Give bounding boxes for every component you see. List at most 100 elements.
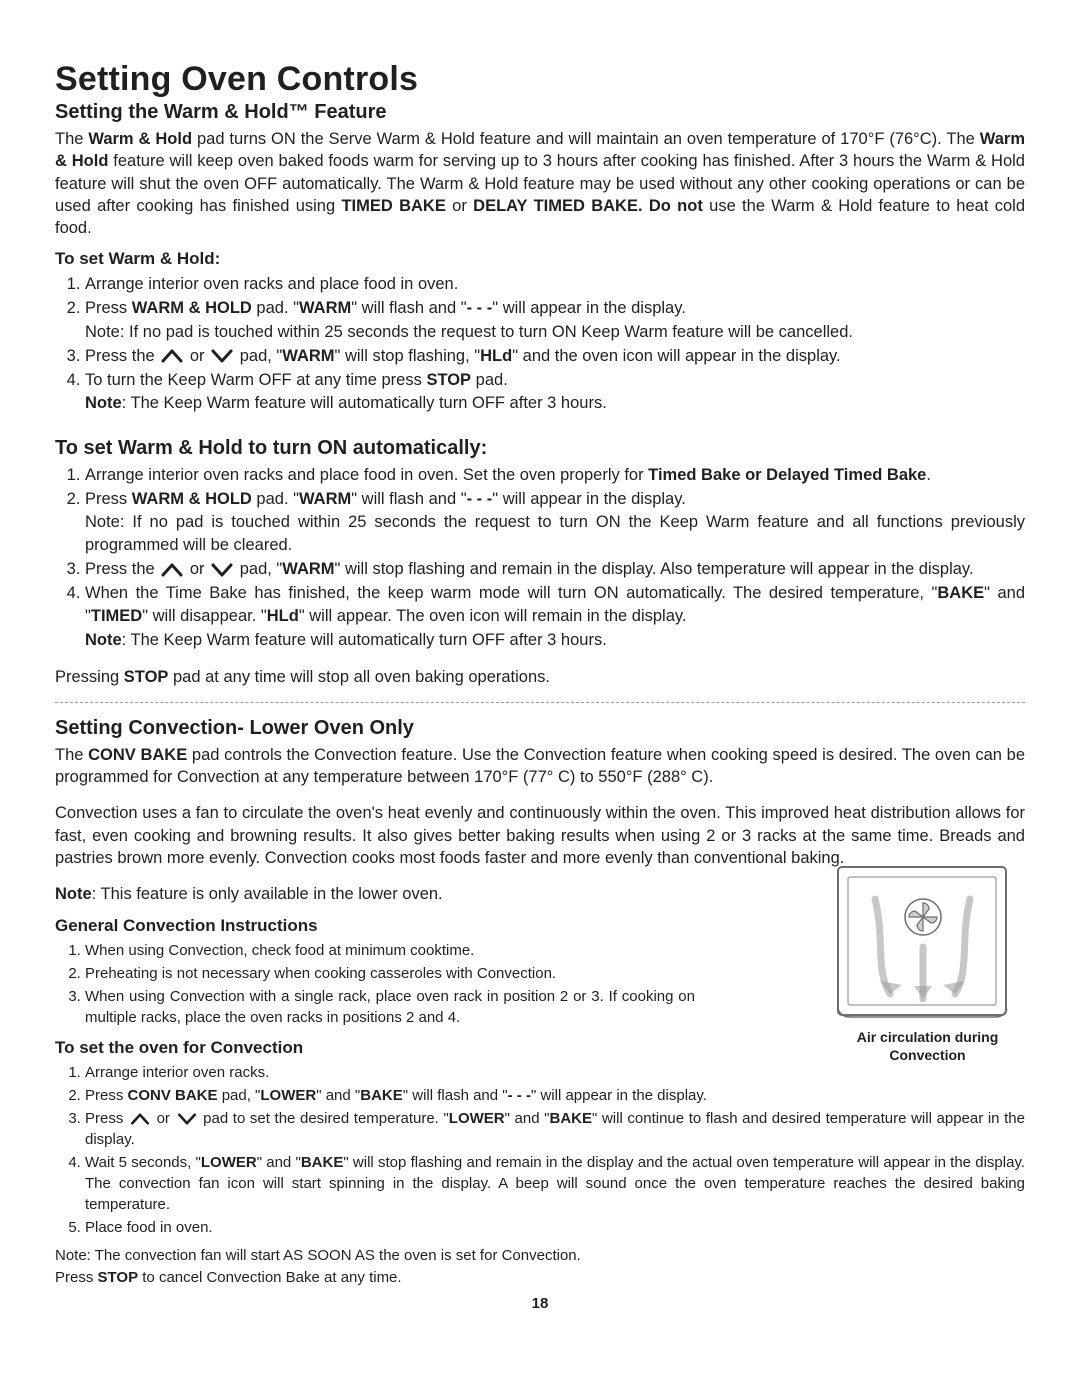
- text: Wait 5 seconds, ": [85, 1154, 201, 1171]
- list-item: Press or pad to set the desired temperat…: [85, 1108, 1025, 1150]
- text-bold: - - -: [467, 299, 493, 317]
- text-bold: HLd: [480, 347, 512, 365]
- text: Press: [85, 299, 132, 317]
- note-label: Note: [85, 394, 122, 412]
- text-bold: STOP: [124, 668, 169, 686]
- text: pad controls the Convection feature. Use…: [55, 746, 1025, 786]
- note-text: : The Keep Warm feature will automatical…: [122, 631, 607, 649]
- text-bold: CONV BAKE: [128, 1087, 218, 1104]
- list-item: When the Time Bake has finished, the kee…: [85, 582, 1025, 651]
- figure-caption: Air circulation during Convection: [857, 1029, 999, 1063]
- down-arrow-icon: [211, 349, 233, 363]
- text: To turn the Keep Warm OFF at any time pr…: [85, 371, 426, 389]
- text: " will flash and ": [403, 1087, 508, 1104]
- text: or: [185, 347, 209, 365]
- text: or: [446, 197, 473, 215]
- section-divider: [55, 702, 1025, 703]
- text-bold: LOWER: [201, 1154, 257, 1171]
- text-bold: BAKE: [301, 1154, 344, 1171]
- text-bold: WARM: [299, 299, 351, 317]
- text: : This feature is only available in the …: [92, 885, 443, 903]
- text: pad.: [471, 371, 508, 389]
- text: " will appear in the display.: [492, 299, 686, 317]
- text-bold: DELAY TIMED BAKE. Do not: [473, 197, 703, 215]
- up-arrow-icon: [130, 1113, 150, 1125]
- text-bold: TIMED BAKE: [341, 197, 445, 215]
- to-set-warm-hold-heading: To set Warm & Hold:: [55, 249, 1025, 269]
- text: .: [926, 466, 931, 484]
- list-item: Place food in oven.: [85, 1217, 1025, 1238]
- down-arrow-icon: [211, 563, 233, 577]
- convection-intro: The CONV BAKE pad controls the Convectio…: [55, 744, 1025, 789]
- text-bold: WARM & HOLD: [132, 490, 252, 508]
- text: " will disappear. ": [142, 607, 267, 625]
- text: " and the oven icon will appear in the d…: [512, 347, 840, 365]
- text-bold: LOWER: [260, 1087, 316, 1104]
- text-bold: HLd: [267, 607, 299, 625]
- text: The: [55, 746, 88, 764]
- text: " will flash and ": [351, 490, 466, 508]
- note-label: Note: [55, 885, 92, 903]
- text: or: [152, 1110, 175, 1127]
- text: Press: [85, 1087, 128, 1104]
- list-item: Preheating is not necessary when cooking…: [85, 963, 695, 984]
- list-item: Press WARM & HOLD pad. "WARM" will flash…: [85, 297, 1025, 343]
- text: " will flash and ": [351, 299, 466, 317]
- text: to cancel Convection Bake at any time.: [138, 1269, 401, 1286]
- text: Press: [55, 1269, 98, 1286]
- text: pad, ": [218, 1087, 261, 1104]
- page-number: 18: [0, 1295, 1080, 1312]
- set-convection-steps: Arrange interior oven racks. Press CONV …: [55, 1062, 1025, 1238]
- text: pad turns ON the Serve Warm & Hold featu…: [192, 130, 980, 148]
- warm-hold-auto-steps: Arrange interior oven racks and place fo…: [55, 464, 1025, 652]
- text: Pressing: [55, 668, 124, 686]
- stop-note: Pressing STOP pad at any time will stop …: [55, 666, 1025, 688]
- text-bold: LOWER: [449, 1110, 505, 1127]
- text: " will appear in the display.: [531, 1087, 707, 1104]
- text: " will appear. The oven icon will remain…: [299, 607, 687, 625]
- text: " will stop flashing, ": [335, 347, 481, 365]
- list-item: Arrange interior oven racks and place fo…: [85, 464, 1025, 487]
- list-item: Press the or pad, "WARM" will stop flash…: [85, 558, 1025, 581]
- warm-hold-intro: The Warm & Hold pad turns ON the Serve W…: [55, 128, 1025, 239]
- text: " will stop flashing and remain in the d…: [335, 560, 974, 578]
- text: pad to set the desired temperature. ": [199, 1110, 449, 1127]
- text-bold: STOP: [426, 371, 471, 389]
- list-item: To turn the Keep Warm OFF at any time pr…: [85, 369, 1025, 415]
- text: The: [55, 130, 88, 148]
- text-bold: Warm & Hold: [88, 130, 192, 148]
- list-item: When using Convection with a single rack…: [85, 986, 695, 1028]
- text-bold: WARM & HOLD: [132, 299, 252, 317]
- text-bold: TIMED: [91, 607, 142, 625]
- text: pad. ": [252, 299, 299, 317]
- list-item: Arrange interior oven racks and place fo…: [85, 273, 1025, 296]
- text: Press: [85, 490, 132, 508]
- conv-foot-note-1: Note: The convection fan will start AS S…: [55, 1246, 1025, 1266]
- gci-steps: When using Convection, check food at min…: [55, 940, 695, 1028]
- note-label: Note: [85, 631, 122, 649]
- text-bold: WARM: [299, 490, 351, 508]
- oven-airflow-icon: [830, 859, 1015, 1024]
- text: pad, ": [235, 560, 282, 578]
- text-bold: STOP: [98, 1269, 139, 1286]
- text-bold: BAKE: [360, 1087, 403, 1104]
- note-text: Note: If no pad is touched within 25 sec…: [85, 323, 853, 341]
- text: pad, ": [235, 347, 282, 365]
- page-title: Setting Oven Controls: [55, 60, 1025, 99]
- text: When the Time Bake has finished, the kee…: [85, 584, 937, 602]
- up-arrow-icon: [161, 349, 183, 363]
- text-bold: WARM: [282, 560, 334, 578]
- warm-hold-steps: Arrange interior oven racks and place fo…: [55, 273, 1025, 415]
- text-bold: WARM: [282, 347, 334, 365]
- text-bold: - - -: [467, 490, 493, 508]
- text-bold: Timed Bake or Delayed Timed Bake: [648, 466, 926, 484]
- manual-page: Setting Oven Controls Setting the Warm &…: [0, 0, 1080, 1330]
- text: pad at any time will stop all oven bakin…: [168, 668, 550, 686]
- down-arrow-icon: [177, 1113, 197, 1125]
- list-item: Wait 5 seconds, "LOWER" and "BAKE" will …: [85, 1152, 1025, 1215]
- up-arrow-icon: [161, 563, 183, 577]
- list-item: When using Convection, check food at min…: [85, 940, 695, 961]
- note-text: : The Keep Warm feature will automatical…: [122, 394, 607, 412]
- text: pad. ": [252, 490, 299, 508]
- text: Press: [85, 1110, 128, 1127]
